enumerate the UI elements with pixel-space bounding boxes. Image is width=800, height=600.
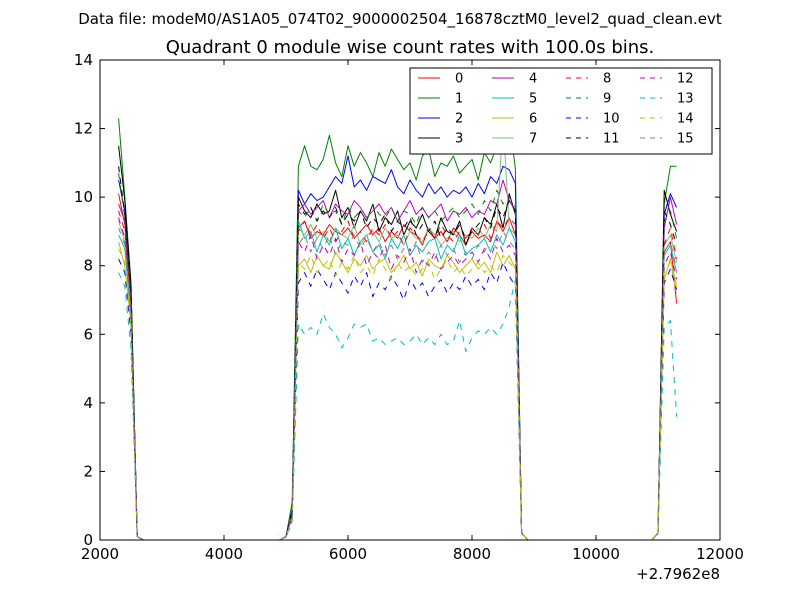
- legend-frame: [409, 67, 713, 155]
- x-tick-label: 10000: [572, 545, 620, 563]
- series-line-8: [118, 210, 678, 541]
- legend-label-12: 12: [677, 72, 694, 87]
- x-tick-label: 4000: [205, 545, 243, 563]
- plot-frame: [99, 59, 721, 541]
- series-line-10: [118, 258, 678, 541]
- y-tick-label: 14: [74, 51, 93, 69]
- x-tick-label: 8000: [453, 545, 491, 563]
- legend-label-3: 3: [455, 132, 463, 147]
- legend-label-10: 10: [603, 112, 620, 127]
- legend-label-5: 5: [529, 92, 537, 107]
- legend-label-6: 6: [529, 112, 537, 127]
- legend-label-4: 4: [529, 72, 537, 87]
- legend-label-9: 9: [603, 92, 611, 107]
- y-tick-label: 0: [83, 531, 93, 549]
- series-line-12: [118, 217, 678, 541]
- x-tick-label: 6000: [329, 545, 367, 563]
- legend-label-11: 11: [603, 132, 620, 147]
- x-axis-offset-label: +2.7962e8: [636, 565, 720, 583]
- y-tick-label: 12: [74, 120, 93, 138]
- legend-label-1: 1: [455, 92, 463, 107]
- y-tick-label: 10: [74, 188, 93, 206]
- legend-label-14: 14: [677, 112, 694, 127]
- suptitle: Data file: modeM0/AS1A05_074T02_90000025…: [78, 10, 722, 29]
- y-tick-label: 8: [83, 257, 93, 275]
- legend-label-8: 8: [603, 72, 611, 87]
- legend-label-13: 13: [677, 92, 694, 107]
- y-tick-label: 6: [83, 325, 93, 343]
- legend-label-7: 7: [529, 132, 537, 147]
- legend-label-0: 0: [455, 72, 463, 87]
- chart-title: Quadrant 0 module wise count rates with …: [166, 37, 655, 58]
- x-tick-label: 12000: [696, 545, 744, 563]
- y-tick-label: 2: [83, 462, 93, 480]
- legend-label-15: 15: [677, 132, 694, 147]
- legend-label-2: 2: [455, 112, 463, 127]
- x-tick-label: 2000: [81, 545, 119, 563]
- y-tick-label: 4: [83, 394, 93, 412]
- x-axis: 2000 4000 6000 8000 10000 12000: [81, 60, 744, 563]
